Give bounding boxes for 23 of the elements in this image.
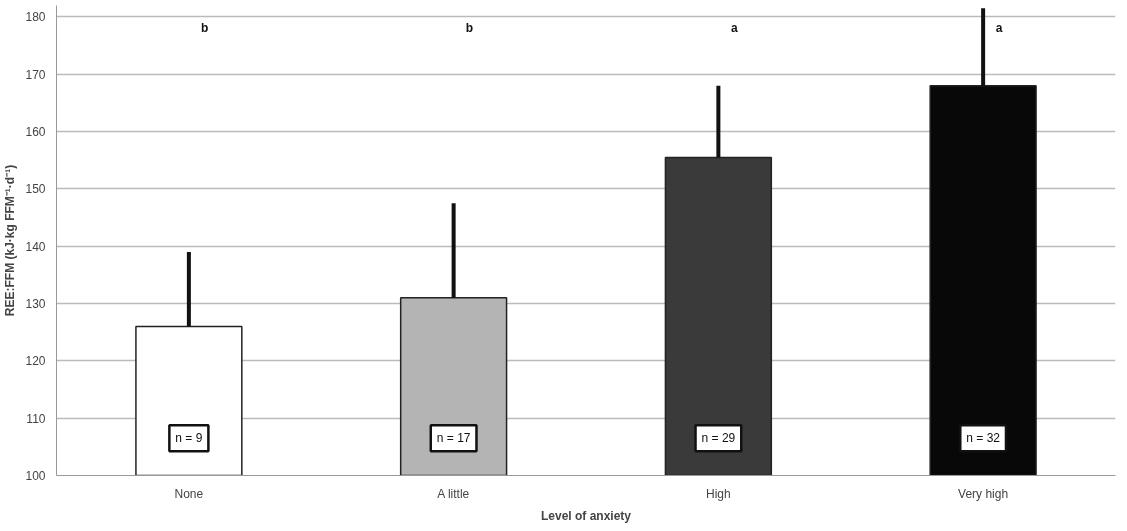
y-tick-label: 150 (25, 182, 46, 197)
annotation: a (995, 21, 1003, 36)
y-axis-title: REE:FFM (kJ·kg FFM⁻¹·d⁻¹) (3, 164, 18, 317)
x-tick-label: Very high (958, 486, 1009, 501)
y-tick-label: 170 (25, 67, 46, 82)
x-tick-label: None (174, 486, 204, 501)
annotation: n = 29 (701, 431, 736, 446)
annotation: b (201, 21, 209, 36)
annotation: n = 17 (436, 431, 471, 446)
x-tick-label: A little (437, 486, 470, 501)
y-tick-label: 180 (25, 10, 46, 25)
y-tick-label: 110 (26, 411, 46, 426)
y-tick-label: 140 (25, 239, 46, 254)
y-tick-label: 160 (25, 125, 46, 140)
y-tick-label: 130 (25, 297, 46, 312)
y-tick-label: 100 (25, 469, 46, 483)
annotation: b (465, 21, 474, 36)
annotation: a (730, 21, 738, 36)
x-tick-label: High (706, 486, 731, 501)
y-tick-label: 120 (25, 354, 46, 369)
annotation: n = 9 (175, 431, 203, 446)
annotation: n = 32 (966, 431, 1001, 446)
x-axis-title: Level of anxiety (540, 508, 632, 523)
